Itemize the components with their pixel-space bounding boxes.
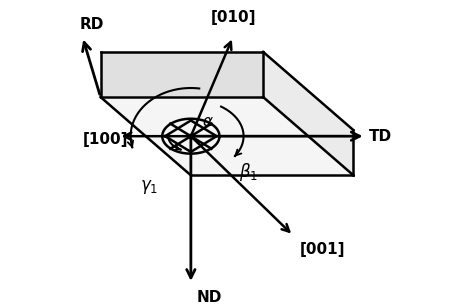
Text: TD: TD [369, 129, 392, 144]
Polygon shape [263, 52, 354, 175]
Polygon shape [100, 97, 354, 175]
Text: RD: RD [79, 17, 104, 32]
Text: ND: ND [197, 290, 222, 305]
Text: [010]: [010] [210, 10, 256, 25]
Text: $\gamma_1$: $\gamma_1$ [140, 178, 158, 197]
Text: $\beta_1$: $\beta_1$ [238, 161, 257, 183]
Polygon shape [100, 52, 263, 97]
Text: [001]: [001] [299, 241, 345, 257]
Text: [100]: [100] [83, 132, 128, 147]
Text: $\alpha$: $\alpha$ [202, 114, 213, 129]
